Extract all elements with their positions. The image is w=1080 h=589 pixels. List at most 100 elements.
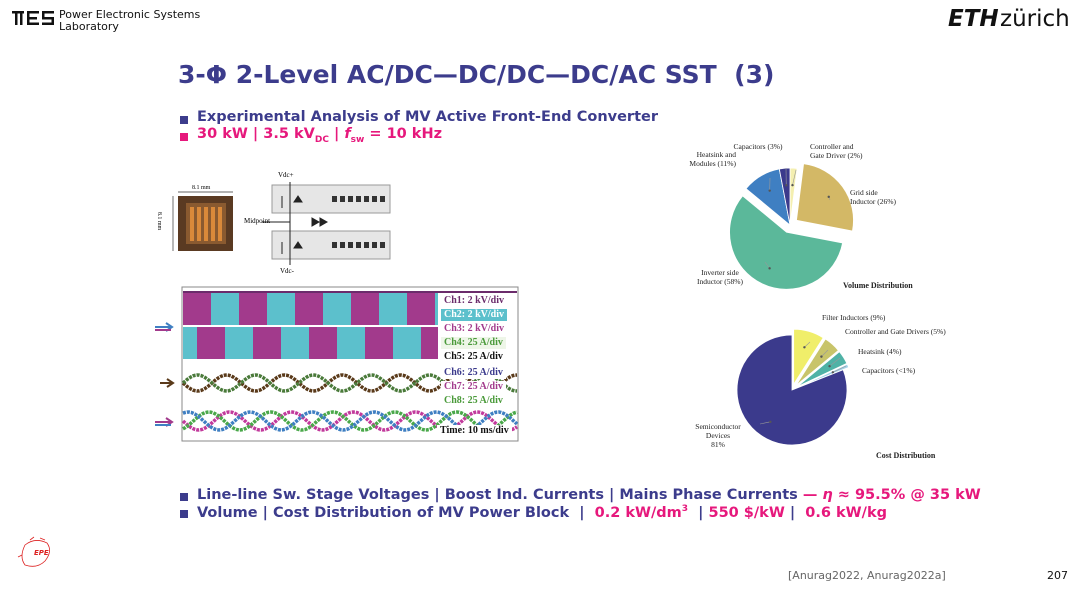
trace xyxy=(183,327,197,359)
text: Volume | Cost Distribution of MV Power B… xyxy=(197,504,595,521)
scope-channel-label: Ch2: 2 kV/div xyxy=(441,309,508,321)
text: — xyxy=(797,487,823,503)
schematic xyxy=(262,182,391,265)
trace xyxy=(211,293,239,325)
spec: 30 kW | 3.5 kV xyxy=(197,126,315,142)
bullet-marker xyxy=(180,133,188,141)
trace xyxy=(435,293,438,325)
spec: DC xyxy=(314,134,329,145)
spec: | xyxy=(328,126,345,142)
arrows xyxy=(155,322,175,427)
bullet: 30 kW | 3.5 kVDC | fsw = 10 kHz xyxy=(197,126,442,145)
bullet: Volume | Cost Distribution of MV Power B… xyxy=(197,504,887,521)
pie-slice xyxy=(793,328,824,386)
scope-channel-label: Time: 10 ms/div xyxy=(437,425,512,437)
leader-dot xyxy=(827,195,830,199)
text: ≈ 95.5% @ 35 kW xyxy=(832,487,981,503)
pie-slice xyxy=(796,163,854,232)
pie-title: Cost Distribution xyxy=(876,451,936,460)
scope-channel-label: Ch3: 2 kV/div xyxy=(441,323,508,335)
text: 0.2 kW/dm xyxy=(594,504,682,521)
eth-logo: zürich xyxy=(1000,6,1070,32)
bottom-bullets xyxy=(180,493,188,518)
pie-charts xyxy=(729,163,854,446)
trace xyxy=(323,293,351,325)
pie-label: Filter Inductors (9%) xyxy=(822,313,886,322)
leader-line xyxy=(832,365,847,373)
pie-label: Semiconductor Devices 81% xyxy=(695,422,741,449)
leader-dot xyxy=(791,183,794,187)
trace xyxy=(183,293,211,325)
leader-dot xyxy=(828,364,831,368)
leader-line xyxy=(759,421,771,425)
trace xyxy=(197,327,225,359)
pie-slice xyxy=(797,363,850,388)
text: Line-line Sw. Stage Voltages | Boost Ind… xyxy=(197,487,798,503)
trace xyxy=(407,293,435,325)
lab-name: Power Electronic Systems xyxy=(59,8,201,21)
pie-label: Capacitors (<1%) xyxy=(862,366,916,375)
text: | xyxy=(784,504,806,521)
text: η xyxy=(822,487,833,503)
pie-slice xyxy=(736,334,848,446)
text: | xyxy=(688,504,709,521)
leader-line xyxy=(792,169,797,186)
scope-channel-label: Ch4: 25 A/div xyxy=(441,337,506,349)
scope-channel-label: Ch1: 2 kV/div xyxy=(441,295,508,307)
node-label: Midpoint xyxy=(244,217,271,225)
bullet: Line-line Sw. Stage Voltages | Boost Ind… xyxy=(197,487,981,503)
epe-logo xyxy=(17,536,50,567)
leader-dot xyxy=(820,355,823,358)
pie-slice xyxy=(796,351,848,388)
reference: [Anurag2022, Anurag2022a] xyxy=(788,569,946,582)
text: 550 $/kW xyxy=(708,504,785,521)
trace xyxy=(281,327,309,359)
pie-slice xyxy=(729,195,844,290)
text: 3 xyxy=(681,504,689,514)
scope-channel-label: Ch5: 25 A/div xyxy=(441,351,506,363)
trace xyxy=(225,327,253,359)
trace xyxy=(182,410,518,432)
leader-dot xyxy=(769,420,772,424)
chip-photo xyxy=(172,191,233,251)
page-number: 207 xyxy=(1047,569,1068,582)
scope-channel-label: Ch7: 25 A/div xyxy=(441,381,506,393)
leader-line xyxy=(804,341,811,348)
leader-line xyxy=(829,357,841,367)
pie-label: Controller and Gate Driver (2%) xyxy=(810,142,863,160)
epe-logo-text: EPE xyxy=(34,549,49,557)
bullet: Experimental Analysis of MV Active Front… xyxy=(197,109,658,125)
node-label: Vdc+ xyxy=(278,171,294,179)
pes-logo xyxy=(12,11,54,25)
spec: f xyxy=(344,126,351,142)
pie-slice xyxy=(789,167,798,226)
leader-line xyxy=(764,261,770,269)
scope-channel-label: Ch8: 25 A/div xyxy=(441,395,506,407)
pie-label: Inverter side Inductor (58%) xyxy=(696,268,744,286)
trace xyxy=(267,293,295,325)
spec: sw xyxy=(350,134,365,145)
pie-label: Controller and Gate Drivers (5%) xyxy=(845,327,946,336)
scope-channel-label: Ch6: 25 A/div xyxy=(441,367,506,379)
trace xyxy=(421,327,438,359)
trace xyxy=(365,327,393,359)
pie-label: Capacitors (3%) xyxy=(733,142,783,151)
bullet-marker xyxy=(180,116,188,124)
node-label: Vdc- xyxy=(280,267,294,275)
pie-slice xyxy=(778,167,791,226)
trace xyxy=(309,327,337,359)
pie-title: Volume Distribution xyxy=(843,281,913,290)
eth-logo: ETH xyxy=(948,6,999,32)
leader-line xyxy=(821,349,829,357)
trace xyxy=(239,293,267,325)
trace xyxy=(253,327,281,359)
leader-dot xyxy=(803,346,806,349)
leader-dot xyxy=(785,184,788,187)
text: 0.6 kW/kg xyxy=(805,504,887,521)
pie-label: Heatsink (4%) xyxy=(858,347,902,356)
trace xyxy=(379,293,407,325)
leader-dot xyxy=(768,189,771,192)
slide-title: 3-Φ 2-Level AC/DC—DC/DC—DC/AC SST (3) xyxy=(178,60,775,89)
